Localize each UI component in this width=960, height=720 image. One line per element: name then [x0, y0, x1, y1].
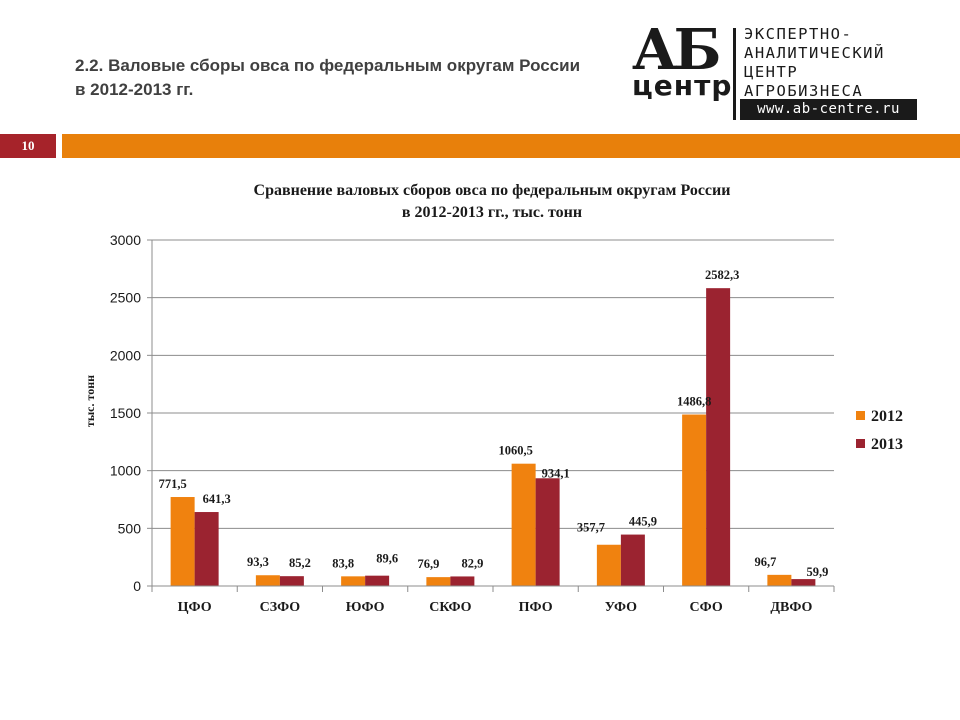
bar-2013-СФО — [706, 288, 731, 586]
x-tick-label-ЦФО: ЦФО — [178, 600, 212, 615]
logo-url: www.ab-centre.ru — [740, 99, 917, 120]
bar-2012-СКФО — [426, 577, 451, 586]
y-tick-label: 2000 — [110, 347, 141, 363]
bar-2013-ЮФО — [365, 575, 390, 586]
bar-2013-СКФО — [450, 576, 475, 586]
legend-label-2012: 2012 — [871, 408, 903, 425]
logo-divider — [733, 28, 736, 120]
data-label-2012-ЦФО: 771,5 — [159, 477, 187, 491]
data-label-2013-УФО: 445,9 — [629, 515, 657, 529]
x-tick-label-ЮФО: ЮФО — [346, 600, 385, 615]
data-label-2012-ДВФО: 96,7 — [754, 555, 776, 569]
data-label-2013-СЗФО: 85,2 — [289, 556, 311, 570]
logo-ab-text: АБ — [632, 17, 721, 83]
x-tick-label-СФО: СФО — [690, 600, 723, 615]
data-label-2012-СФО: 1486,8 — [677, 395, 711, 409]
data-label-2013-ЮФО: 89,6 — [376, 552, 398, 566]
y-tick-label: 500 — [118, 520, 142, 536]
y-tick-label: 1000 — [110, 463, 141, 479]
legend-swatch-2012 — [856, 411, 865, 420]
bar-2013-ЦФО — [194, 512, 219, 586]
bar-2012-ПФО — [511, 463, 536, 586]
bar-2012-ЦФО — [170, 497, 195, 586]
bar-2012-ДВФО — [767, 574, 792, 586]
chart-title-line-1: Сравнение валовых сборов овса по федерал… — [254, 182, 731, 199]
data-label-2013-СФО: 2582,3 — [705, 268, 739, 282]
data-label-2013-ЦФО: 641,3 — [203, 492, 231, 506]
logo-line-3: ЦЕНТР — [744, 63, 799, 81]
x-tick-label-СКФО: СКФО — [429, 600, 471, 615]
data-label-2012-ПФО: 1060,5 — [498, 444, 532, 458]
y-tick-label: 3000 — [110, 232, 141, 248]
legend: 2012 2013 — [856, 408, 903, 453]
logo-line-4: АГРОБИЗНЕСА — [744, 82, 864, 100]
data-label-2013-ПФО: 934,1 — [542, 466, 570, 480]
data-label-2012-УФО: 357,7 — [577, 521, 605, 535]
logo-caption: ЭКСПЕРТНО- АНАЛИТИЧЕСКИЙ ЦЕНТР АГРОБИЗНЕ… — [744, 25, 885, 101]
data-label-2013-СКФО: 82,9 — [461, 556, 483, 570]
bar-2012-СФО — [682, 414, 707, 586]
ab-centre-logo: АБ центр ЭКСПЕРТНО- АНАЛИТИЧЕСКИЙ ЦЕНТР … — [630, 22, 930, 122]
x-tick-label-СЗФО: СЗФО — [260, 600, 301, 615]
logo-line-1: ЭКСПЕРТНО- — [744, 25, 853, 43]
legend-swatch-2013 — [856, 439, 865, 448]
y-tick-label: 0 — [133, 578, 141, 594]
data-label-2012-ЮФО: 83,8 — [332, 556, 354, 570]
logo-centr-text: центр — [632, 69, 733, 102]
data-label-2012-СКФО: 76,9 — [417, 557, 439, 571]
data-label-2012-СЗФО: 93,3 — [247, 555, 269, 569]
bar-2013-СЗФО — [279, 576, 304, 586]
slide-title: 2.2. Валовые сборы овса по федеральным о… — [75, 56, 581, 99]
y-tick-label: 1500 — [110, 405, 141, 421]
chart-title-line-2: в 2012-2013 гг., тыс. тонн — [402, 204, 582, 221]
x-tick-label-ПФО: ПФО — [519, 600, 553, 615]
y-tick-label: 2500 — [110, 290, 141, 306]
logo-line-2: АНАЛИТИЧЕСКИЙ — [744, 44, 885, 62]
legend-label-2013: 2013 — [871, 436, 903, 453]
bar-2013-УФО — [620, 534, 645, 586]
bar-2013-ПФО — [535, 478, 560, 586]
axes: 0 500 1000 1500 2000 2500 3000 ЦФО СЗФО ЮФО СКФО ПФ… — [110, 232, 835, 615]
grid — [152, 239, 834, 529]
bar-2012-ЮФО — [341, 576, 366, 586]
page-number-badge: 10 — [0, 134, 56, 158]
data-labels: 771,5 641,3 93,3 85,2 83,8 89,6 76,9 82,9 1060,5… — [159, 268, 829, 579]
oats-harvest-chart: Сравнение валовых сборов овса по федерал… — [83, 182, 903, 615]
bar-2012-УФО — [596, 544, 621, 586]
accent-bar — [62, 134, 960, 158]
y-axis-label: тыс. тонн — [83, 375, 97, 427]
bars — [170, 288, 816, 586]
x-tick-label-ДВФО: ДВФО — [770, 600, 812, 615]
x-tick-label-УФО: УФО — [605, 600, 637, 615]
bar-2012-СЗФО — [255, 575, 280, 586]
bar-2013-ДВФО — [791, 579, 816, 586]
data-label-2013-ДВФО: 59,9 — [806, 565, 828, 579]
